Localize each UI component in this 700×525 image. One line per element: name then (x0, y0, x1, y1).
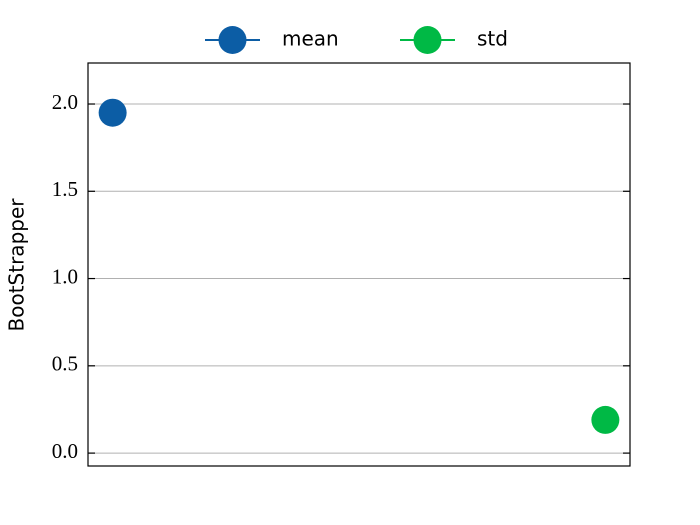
y-axis-label: BootStrapper (5, 198, 29, 332)
plot-frame (87, 62, 631, 467)
legend-marker (413, 26, 442, 54)
legend-marker (218, 26, 247, 54)
y-tick-label: 1.5 (52, 177, 78, 201)
y-tick-label: 0.0 (52, 439, 78, 463)
legend-label: std (477, 27, 508, 51)
point (98, 98, 127, 127)
legend-label: mean (282, 27, 339, 51)
point (591, 405, 620, 434)
y-tick-label: 2.0 (52, 90, 78, 114)
y-tick-label: 1.0 (52, 264, 78, 288)
y-tick-label: 0.5 (52, 352, 78, 376)
